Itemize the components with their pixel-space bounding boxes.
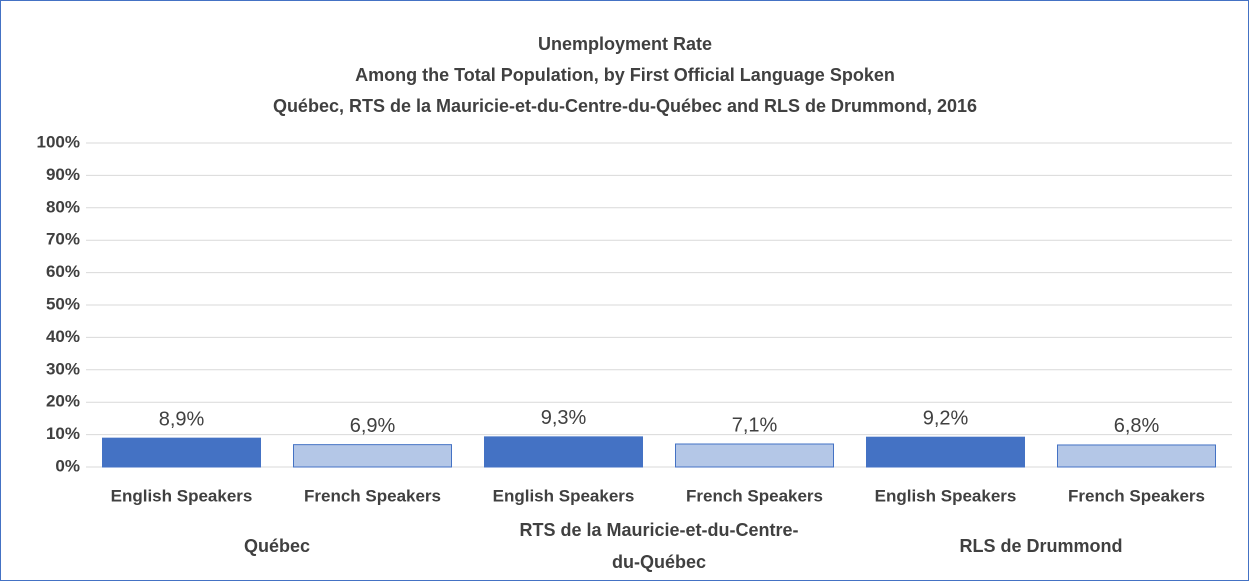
y-tick-label: 20% [46,392,80,411]
x-tick-label: French Speakers [1068,486,1205,505]
bar [484,436,643,468]
value-label: 9,3% [541,407,587,429]
group-label: RLS de Drummond [959,536,1123,556]
group-label: Québec [243,536,311,556]
bar [102,437,261,468]
x-tick-label: English Speakers [111,486,253,505]
y-tick-label: 30% [46,359,80,378]
y-tick-label: 80% [46,197,80,216]
y-tick-label: 100% [37,132,80,151]
chart-subtitle: Among the Total Population, by First Off… [355,65,895,85]
bar [1057,444,1216,468]
y-tick-label: 70% [46,230,80,249]
chart-title: Unemployment Rate [538,34,712,54]
bar [675,443,834,468]
y-tick-label: 10% [46,424,80,443]
value-label: 6,8% [1114,415,1160,437]
y-tick-label: 60% [46,262,80,281]
value-label: 7,1% [732,414,778,436]
x-tick-label: English Speakers [875,486,1017,505]
y-tick-label: 90% [46,165,80,184]
y-tick-label: 50% [46,294,80,313]
x-tick-label: English Speakers [493,486,635,505]
y-tick-label: 0% [55,456,80,475]
x-tick-label: French Speakers [304,486,441,505]
bar [866,436,1025,468]
x-tick-label: French Speakers [686,486,823,505]
y-tick-label: 40% [46,327,80,346]
value-label: 6,9% [350,415,396,437]
bar [293,444,452,468]
value-label: 8,9% [159,408,205,430]
value-label: 9,2% [923,407,969,429]
group-label: RTS de la Mauricie-et-du-Centre-du-Québe… [519,520,799,572]
chart-subtitle: Québec, RTS de la Mauricie-et-du-Centre-… [273,96,977,116]
